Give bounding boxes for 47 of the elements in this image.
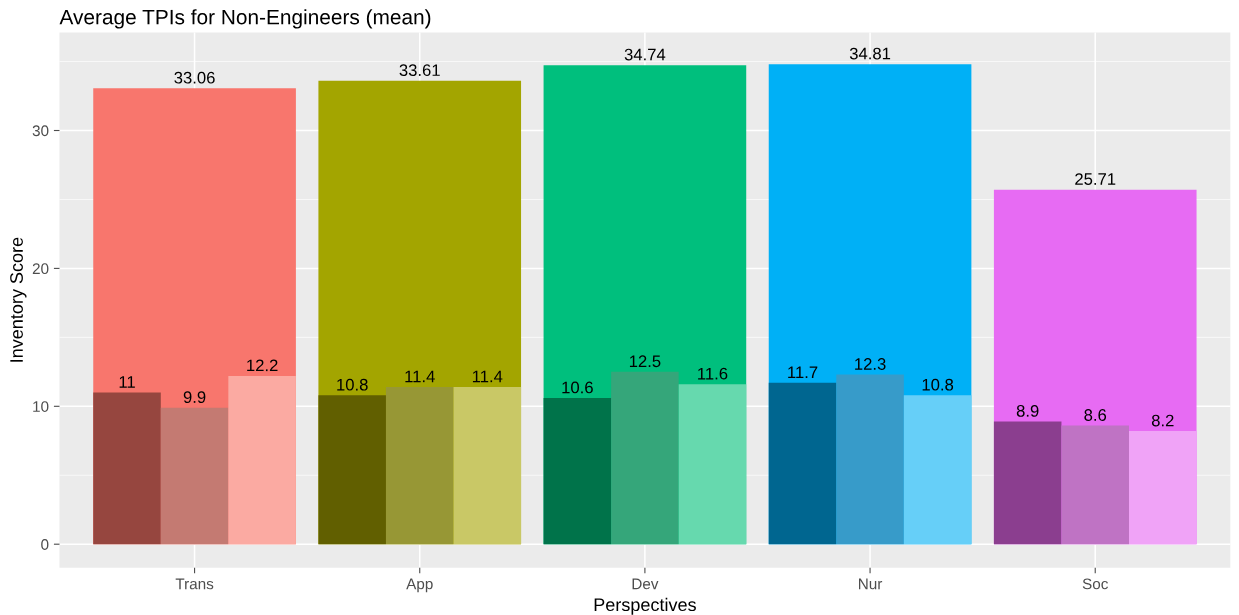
data-label: 10.6 (562, 381, 593, 394)
x-axis-title: Perspectives (594, 597, 696, 615)
bar (318, 395, 386, 545)
bar (160, 407, 229, 545)
data-label: 9.9 (183, 391, 206, 403)
data-label: 12.5 (629, 355, 661, 368)
data-label: 11 (119, 376, 135, 388)
bar (678, 384, 747, 545)
data-label: 34.74 (624, 48, 666, 61)
bar (453, 387, 522, 545)
data-label: 12.3 (855, 358, 886, 370)
data-label: 10.8 (922, 378, 954, 391)
y-tick-label: 20 (32, 263, 49, 275)
data-label: 12.2 (247, 359, 278, 372)
x-tick-label: Soc (1082, 578, 1108, 590)
x-tick-label: Trans (175, 578, 214, 590)
data-label: 8.2 (1151, 414, 1174, 427)
y-tick-label: 30 (32, 125, 49, 137)
x-tick-label: App (406, 578, 433, 593)
data-label: 8.9 (1016, 404, 1039, 417)
data-label: 11.4 (472, 370, 503, 383)
bar (836, 374, 904, 545)
bar (385, 387, 454, 545)
bar (228, 375, 296, 545)
bar (611, 371, 679, 545)
data-label: 8.6 (1084, 409, 1107, 421)
data-label: 33.06 (174, 71, 215, 84)
bar (1061, 425, 1129, 545)
data-label: 11.6 (698, 367, 728, 380)
data-label: 10.8 (337, 378, 368, 391)
y-tick-label: 10 (33, 401, 49, 412)
bar (903, 395, 972, 545)
data-label: 11.4 (405, 370, 435, 383)
data-label: 25.71 (1075, 173, 1116, 185)
data-label: 11.7 (788, 366, 818, 379)
bar (993, 421, 1062, 545)
chart-title: Average TPIs for Non-Engineers (mean) (59, 9, 431, 29)
bar (93, 392, 161, 545)
bar (1129, 431, 1197, 545)
x-tick-label: Dev (632, 578, 659, 590)
data-label: 34.81 (849, 47, 891, 60)
bar (768, 382, 837, 545)
y-tick-label: 0 (41, 539, 49, 550)
bar (543, 398, 612, 545)
x-tick-label: Nur (859, 578, 883, 590)
y-axis-title: Inventory Score (10, 237, 27, 362)
data-label: 33.61 (399, 64, 440, 77)
